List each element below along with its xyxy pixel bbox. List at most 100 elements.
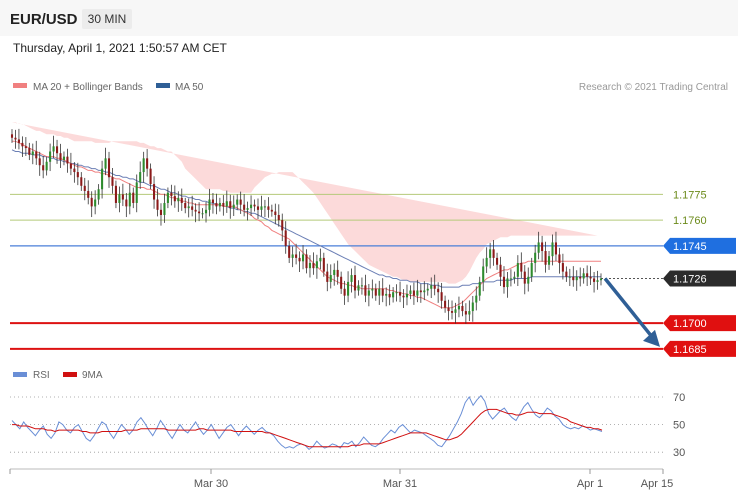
candle	[385, 287, 388, 307]
candle	[281, 213, 284, 242]
legend-ma50-label: MA 50	[175, 82, 204, 93]
candle	[107, 151, 111, 188]
candle	[35, 140, 38, 165]
candle	[430, 277, 433, 299]
candle	[388, 284, 391, 306]
candle	[121, 183, 124, 207]
candle	[534, 244, 537, 273]
candle	[353, 265, 357, 299]
forecast-arrow-head	[643, 329, 660, 347]
candle	[301, 245, 305, 270]
candle	[232, 195, 235, 217]
candle	[360, 277, 363, 295]
legend-9ma-label: 9MA	[82, 370, 103, 381]
candle	[191, 195, 194, 217]
candle	[243, 194, 246, 217]
candle	[222, 195, 225, 216]
candle	[31, 143, 34, 165]
candle	[10, 129, 14, 143]
timeframe-label: 30 MIN	[88, 12, 127, 26]
level-tag-1.1745	[663, 237, 736, 254]
candle	[315, 254, 318, 279]
candle	[329, 264, 332, 289]
x-tick-label: Mar 31	[383, 478, 417, 490]
candle	[509, 269, 512, 287]
candle	[256, 198, 260, 220]
candle	[485, 247, 488, 273]
x-axis-ticks: Mar 30 Mar 31 Apr 1 Apr 15	[9, 469, 673, 490]
candle	[156, 188, 159, 217]
candle	[340, 271, 343, 294]
candle	[225, 190, 228, 213]
candle	[444, 295, 447, 313]
candle	[111, 167, 114, 194]
candle	[250, 195, 253, 217]
candle	[135, 174, 138, 213]
candle	[52, 135, 55, 159]
rsi-tick-30: 30	[673, 447, 685, 459]
candle	[295, 243, 298, 265]
candle	[492, 240, 495, 266]
candle	[21, 136, 24, 157]
candle	[229, 194, 232, 219]
candle	[468, 300, 471, 322]
level-tag-1.1700	[663, 315, 736, 332]
candle	[173, 185, 176, 208]
candle	[399, 281, 402, 303]
candle	[333, 263, 336, 286]
candle	[402, 289, 405, 308]
candle	[308, 255, 312, 278]
x-tick-label: Mar 30	[194, 478, 228, 490]
candle	[198, 202, 201, 222]
candle	[416, 279, 419, 303]
candle	[454, 302, 457, 324]
candle	[97, 184, 100, 205]
level-label-1.1685: 1.1685	[673, 344, 707, 356]
legend-rsi-swatch	[13, 372, 27, 377]
rsi-line	[11, 394, 603, 451]
candle	[433, 274, 436, 296]
candle	[146, 149, 149, 177]
candle	[364, 274, 367, 303]
candle	[14, 129, 17, 149]
candle	[62, 151, 66, 166]
candle	[336, 260, 339, 285]
x-tick-label: Apr 1	[577, 478, 603, 490]
candle	[132, 187, 135, 209]
ma50-line	[11, 149, 601, 288]
candle	[38, 151, 41, 176]
candle	[482, 258, 485, 292]
candle	[412, 282, 415, 305]
candle	[149, 163, 152, 190]
candle	[288, 240, 291, 264]
candle	[572, 266, 575, 287]
candle	[547, 251, 551, 270]
candle	[478, 276, 481, 301]
candle	[114, 180, 117, 209]
candle	[457, 296, 460, 318]
candle	[101, 160, 104, 199]
candle	[551, 234, 554, 266]
candle	[437, 282, 440, 303]
legend-ma50-swatch	[156, 83, 170, 88]
candle	[419, 283, 422, 303]
candle	[159, 203, 163, 226]
candle	[599, 273, 603, 286]
candle	[267, 197, 270, 218]
candlestick-layer	[10, 128, 603, 324]
rsi-tick-70: 70	[673, 392, 685, 404]
candle	[496, 252, 499, 270]
level-label-1.1760: 1.1760	[673, 215, 707, 227]
symbol-label: EUR/USD	[10, 11, 78, 28]
candle	[246, 201, 249, 221]
timeframe-badge[interactable]	[82, 9, 132, 29]
candle	[471, 295, 474, 322]
x-tick-label: Apr 15	[641, 478, 673, 490]
candle	[215, 193, 218, 215]
candle	[204, 201, 208, 223]
candle	[440, 282, 443, 309]
candle	[66, 148, 69, 173]
candle	[170, 184, 173, 206]
candle	[423, 281, 426, 301]
candle	[579, 267, 582, 287]
